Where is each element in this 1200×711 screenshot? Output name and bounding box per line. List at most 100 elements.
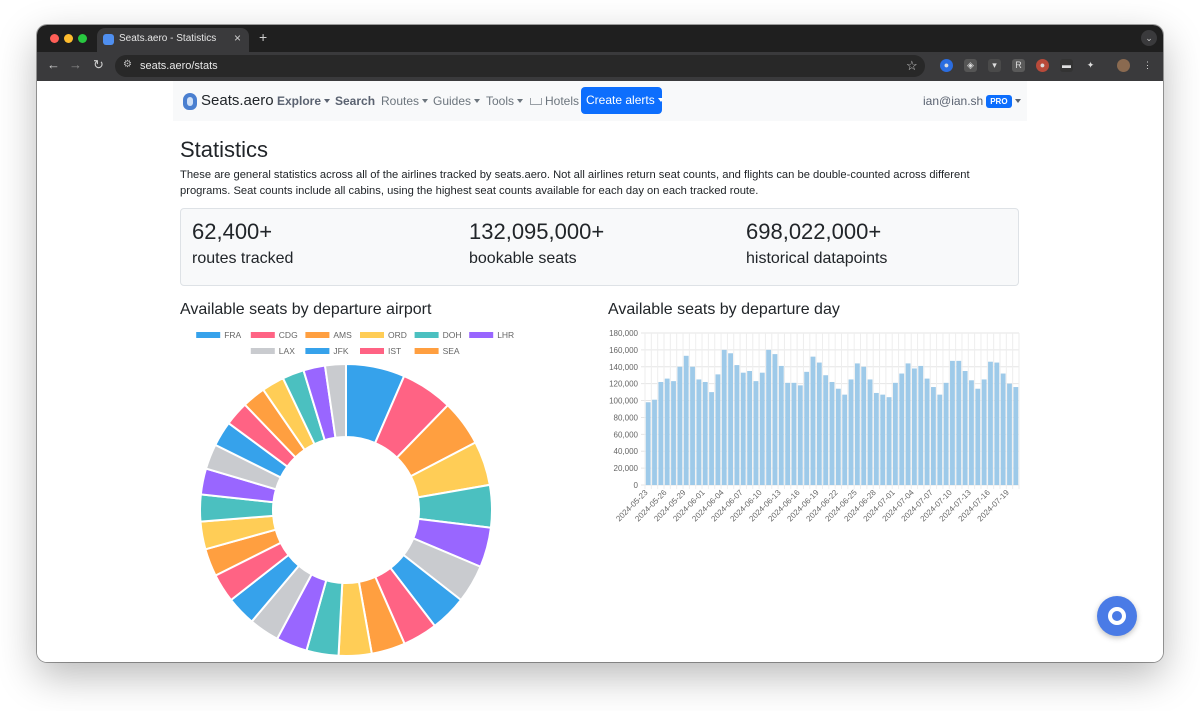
bar[interactable]	[988, 361, 993, 485]
site-info-icon[interactable]: ⚙	[123, 59, 132, 70]
bar[interactable]	[677, 366, 683, 485]
forward-arrow-icon[interactable]: →	[69, 57, 82, 72]
bar[interactable]	[950, 360, 955, 485]
minimize-window-button[interactable]	[64, 34, 73, 43]
bar[interactable]	[734, 365, 740, 485]
bar[interactable]	[943, 382, 949, 485]
nav-guides[interactable]: Guides	[433, 94, 481, 108]
bar[interactable]	[652, 399, 657, 485]
reload-icon[interactable]: ↻	[93, 57, 104, 72]
legend-item-fra[interactable]: FRA	[196, 330, 242, 340]
bar[interactable]	[683, 355, 689, 485]
dark-extension-icon[interactable]: ▬	[1060, 59, 1073, 72]
bar[interactable]	[747, 371, 753, 485]
bar[interactable]	[721, 349, 727, 485]
bar[interactable]	[696, 379, 702, 485]
back-arrow-icon[interactable]: ←	[47, 57, 60, 72]
tab-close-icon[interactable]: ×	[234, 31, 242, 45]
bar[interactable]	[861, 366, 867, 485]
bar[interactable]	[740, 372, 746, 485]
bar[interactable]	[975, 388, 981, 485]
bar[interactable]	[911, 368, 917, 485]
bar[interactable]	[905, 363, 911, 485]
help-button[interactable]	[1097, 596, 1137, 636]
legend-item-ist[interactable]: IST	[360, 346, 401, 356]
bar[interactable]	[854, 363, 860, 485]
bar[interactable]	[715, 374, 721, 485]
legend-item-jfk[interactable]: JFK	[305, 346, 349, 356]
bar[interactable]	[702, 381, 708, 485]
bar[interactable]	[658, 381, 664, 485]
bar[interactable]	[829, 381, 835, 485]
bar[interactable]	[759, 372, 765, 485]
bar[interactable]	[664, 378, 670, 485]
bar[interactable]	[823, 375, 829, 485]
nav-explore[interactable]: Explore	[277, 94, 331, 108]
bar[interactable]	[778, 365, 784, 485]
bar[interactable]	[842, 394, 848, 485]
browser-menu-icon[interactable]: ⋮	[1143, 60, 1152, 70]
new-tab-button[interactable]: +	[259, 29, 268, 45]
nav-tools[interactable]: Tools	[486, 94, 524, 108]
legend-item-lax[interactable]: LAX	[250, 346, 295, 356]
nav-search[interactable]: Search	[335, 94, 375, 108]
vpn-extension-icon[interactable]: ▾	[988, 59, 1001, 72]
bar[interactable]	[785, 382, 791, 485]
shield-extension-icon[interactable]: ◈	[964, 59, 977, 72]
bookmark-star-icon[interactable]: ☆	[906, 58, 918, 73]
legend-item-lhr[interactable]: LHR	[469, 330, 514, 340]
browser-tab[interactable]: Seats.aero - Statistics ×	[97, 28, 249, 52]
legend-item-sea[interactable]: SEA	[414, 346, 460, 356]
bar[interactable]	[753, 381, 759, 485]
address-bar[interactable]: ⚙ seats.aero/stats ☆	[115, 55, 925, 77]
bar[interactable]	[924, 378, 930, 485]
legend-item-cdg[interactable]: CDG	[250, 330, 298, 340]
bar[interactable]	[1000, 373, 1006, 485]
bar[interactable]	[931, 387, 936, 485]
tab-search-chevron-icon[interactable]: ⌄	[1141, 30, 1157, 46]
bar[interactable]	[810, 356, 816, 485]
bar[interactable]	[835, 388, 841, 485]
close-window-button[interactable]	[50, 34, 59, 43]
doughnut-slice[interactable]	[323, 362, 347, 439]
bar[interactable]	[962, 371, 968, 485]
bar[interactable]	[728, 353, 733, 485]
url-text[interactable]: seats.aero/stats	[140, 60, 218, 72]
bar[interactable]	[892, 382, 898, 485]
bar[interactable]	[1007, 383, 1012, 485]
password-manager-icon[interactable]: ●	[940, 59, 953, 72]
extensions-puzzle-icon[interactable]: ✦	[1084, 59, 1097, 72]
bar[interactable]	[766, 349, 772, 485]
brand-link[interactable]: Seats.aero	[201, 92, 274, 109]
bar[interactable]	[772, 354, 778, 485]
legend-item-ord[interactable]: ORD	[360, 330, 407, 340]
bar[interactable]	[880, 394, 886, 485]
bar[interactable]	[791, 382, 797, 485]
bar[interactable]	[956, 360, 962, 485]
bar[interactable]	[804, 371, 810, 485]
bar[interactable]	[690, 366, 695, 485]
bar[interactable]	[918, 365, 924, 485]
bar[interactable]	[709, 392, 714, 485]
bar[interactable]	[816, 362, 822, 485]
reader-extension-icon[interactable]: R	[1012, 59, 1025, 72]
bar[interactable]	[899, 373, 905, 485]
bar[interactable]	[645, 402, 651, 485]
legend-item-ams[interactable]: AMS	[305, 330, 352, 340]
maximize-window-button[interactable]	[78, 34, 87, 43]
seats-logo-icon[interactable]	[183, 93, 197, 110]
recorder-extension-icon[interactable]: ●	[1036, 59, 1049, 72]
bar[interactable]	[873, 392, 879, 485]
bar[interactable]	[848, 379, 854, 485]
bar[interactable]	[981, 379, 987, 485]
bar[interactable]	[797, 385, 803, 485]
nav-routes[interactable]: Routes	[381, 94, 429, 108]
bar[interactable]	[969, 380, 974, 485]
user-menu[interactable]: ian@ian.sh PRO	[923, 94, 1021, 108]
bar[interactable]	[937, 394, 943, 485]
profile-avatar[interactable]	[1117, 59, 1130, 72]
bar[interactable]	[1013, 387, 1019, 485]
nav-hotels[interactable]: Hotels	[530, 94, 579, 108]
bar[interactable]	[867, 379, 873, 485]
legend-item-doh[interactable]: DOH	[414, 330, 462, 340]
